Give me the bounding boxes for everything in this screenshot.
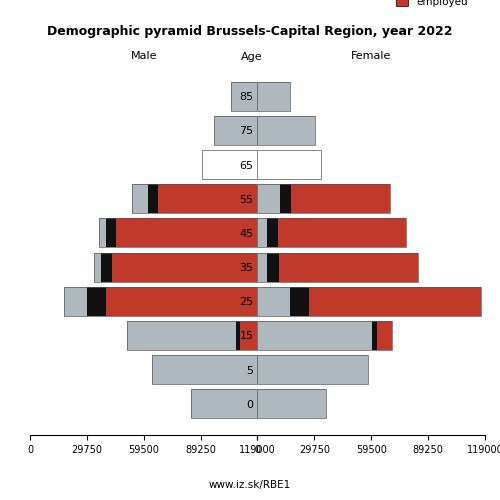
Bar xyxy=(258,218,406,248)
Bar xyxy=(278,252,418,282)
Title: Female: Female xyxy=(351,52,392,62)
Legend: inactive, unemployed, employed: inactive, unemployed, employed xyxy=(392,0,484,10)
Bar xyxy=(132,184,258,214)
Bar xyxy=(99,218,258,248)
Bar xyxy=(258,252,267,282)
Bar xyxy=(258,184,390,214)
Bar xyxy=(258,389,326,418)
Bar xyxy=(258,286,290,316)
Bar xyxy=(190,389,258,418)
Bar xyxy=(64,286,88,316)
Bar xyxy=(152,355,258,384)
Bar xyxy=(214,116,258,145)
Bar xyxy=(88,286,106,316)
Bar xyxy=(258,355,368,384)
Bar xyxy=(152,355,258,384)
Bar xyxy=(126,321,236,350)
Text: Age: Age xyxy=(240,52,262,62)
Bar xyxy=(112,252,258,282)
Bar xyxy=(258,286,481,316)
Bar xyxy=(258,184,280,214)
Bar xyxy=(258,82,290,111)
Bar xyxy=(258,252,418,282)
Bar xyxy=(291,184,390,214)
Bar xyxy=(258,321,372,350)
Bar xyxy=(240,321,258,350)
Bar xyxy=(290,286,309,316)
Bar xyxy=(258,150,320,179)
Bar xyxy=(64,286,258,316)
Bar xyxy=(267,218,278,248)
Bar xyxy=(258,82,290,111)
Bar xyxy=(258,218,267,248)
Bar xyxy=(258,116,315,145)
Bar xyxy=(267,252,278,282)
Bar xyxy=(372,321,377,350)
Bar xyxy=(202,150,258,179)
Bar xyxy=(280,184,291,214)
Bar xyxy=(258,389,326,418)
Bar xyxy=(258,116,315,145)
Bar xyxy=(230,82,258,111)
Bar xyxy=(278,218,406,248)
Text: Demographic pyramid Brussels-Capital Region, year 2022: Demographic pyramid Brussels-Capital Reg… xyxy=(47,25,453,38)
Bar xyxy=(94,252,100,282)
Title: Male: Male xyxy=(130,52,157,62)
Bar xyxy=(190,389,258,418)
Bar xyxy=(132,184,148,214)
Bar xyxy=(148,184,158,214)
Bar xyxy=(214,116,258,145)
Bar xyxy=(126,321,258,350)
Bar xyxy=(116,218,258,248)
Bar xyxy=(106,218,116,248)
Bar xyxy=(158,184,258,214)
Bar xyxy=(100,252,112,282)
Bar xyxy=(236,321,240,350)
Bar xyxy=(309,286,481,316)
Bar xyxy=(106,286,258,316)
Bar xyxy=(377,321,392,350)
Text: www.iz.sk/RBE1: www.iz.sk/RBE1 xyxy=(209,480,291,490)
Bar xyxy=(94,252,258,282)
Bar xyxy=(230,82,258,111)
Bar xyxy=(258,355,368,384)
Bar xyxy=(258,321,392,350)
Bar xyxy=(99,218,105,248)
